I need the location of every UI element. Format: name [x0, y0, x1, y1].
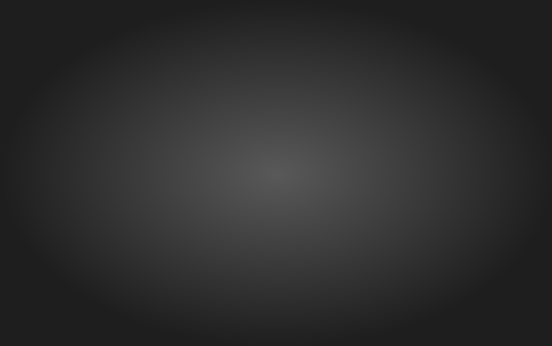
Polygon shape — [129, 250, 394, 324]
Legend: YES, NO: YES, NO — [0, 152, 75, 175]
Polygon shape — [107, 119, 445, 236]
Text: 29%: 29% — [192, 139, 232, 157]
Polygon shape — [107, 119, 445, 270]
Polygon shape — [129, 207, 276, 279]
Text: Graph 2: Graph 2 — [232, 39, 320, 58]
Polygon shape — [276, 207, 394, 299]
Polygon shape — [276, 207, 394, 299]
Polygon shape — [129, 207, 394, 294]
Text: 71%: 71% — [332, 195, 372, 213]
Polygon shape — [129, 207, 276, 279]
Polygon shape — [394, 207, 445, 299]
